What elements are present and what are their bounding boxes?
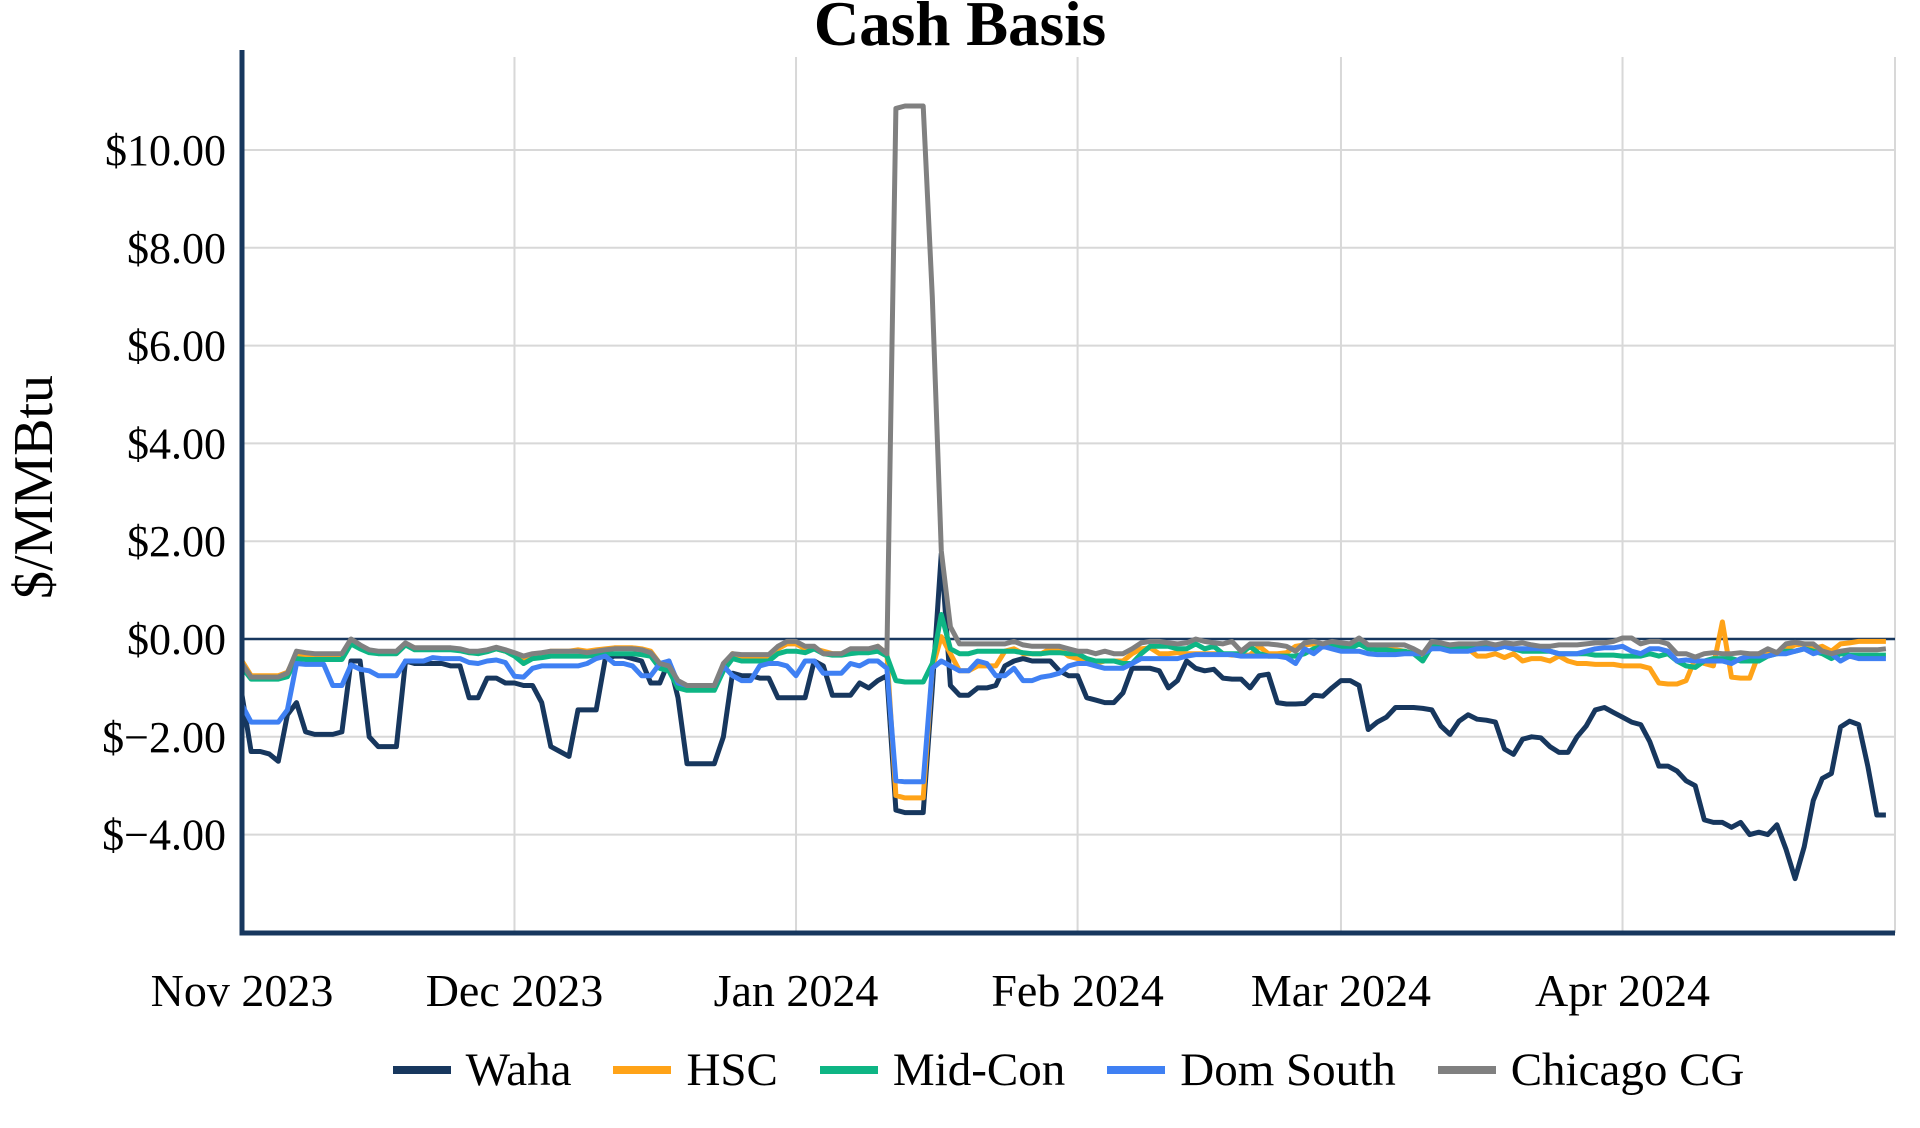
y-tick-label: $4.00 xyxy=(127,419,226,468)
y-tick-label: $−4.00 xyxy=(102,811,226,860)
legend-swatch-hsc xyxy=(613,1066,672,1074)
x-tick-label: Dec 2023 xyxy=(426,965,604,1016)
legend-label-waha: Waha xyxy=(465,1044,572,1096)
series-mid-con xyxy=(240,612,1886,693)
x-tick-label: Mar 2024 xyxy=(1251,965,1431,1016)
y-tick-label: $10.00 xyxy=(105,126,226,175)
legend-item-chicago-cg: Chicago CG xyxy=(1437,1040,1745,1100)
legend-label-mid-con: Mid-Con xyxy=(892,1044,1066,1096)
x-tick-label: Apr 2024 xyxy=(1535,965,1710,1016)
x-tick-label: Nov 2023 xyxy=(151,965,334,1016)
legend-item-hsc: HSC xyxy=(613,1040,778,1100)
y-tick-label: $2.00 xyxy=(127,517,226,566)
legend-swatch-waha xyxy=(392,1066,451,1074)
series-dom-south xyxy=(239,643,1886,785)
legend-swatch-dom-south xyxy=(1107,1066,1166,1074)
legend-item-dom-south: Dom South xyxy=(1107,1040,1396,1100)
legend-swatch-mid-con xyxy=(819,1066,878,1074)
y-tick-label: $0.00 xyxy=(127,615,226,664)
legend-item-mid-con: Mid-Con xyxy=(819,1040,1066,1100)
legend-label-dom-south: Dom South xyxy=(1180,1044,1396,1096)
chart-title: Cash Basis xyxy=(813,0,1107,59)
y-tick-label: $−2.00 xyxy=(102,713,226,762)
x-tick-label: Feb 2024 xyxy=(991,965,1164,1016)
x-tick-label: Jan 2024 xyxy=(714,965,879,1016)
legend: Waha HSC Mid-Con Dom South Chicago CG xyxy=(242,1038,1895,1102)
legend-label-hsc: HSC xyxy=(686,1044,778,1096)
y-tick-label: $8.00 xyxy=(127,224,226,273)
series-chicago-cg xyxy=(239,103,1887,688)
legend-item-waha: Waha xyxy=(392,1040,572,1100)
y-tick-label: $6.00 xyxy=(127,322,226,371)
legend-swatch-chicago-cg xyxy=(1437,1066,1496,1074)
series-waha xyxy=(239,550,1886,882)
legend-label-chicago-cg: Chicago CG xyxy=(1510,1044,1745,1096)
